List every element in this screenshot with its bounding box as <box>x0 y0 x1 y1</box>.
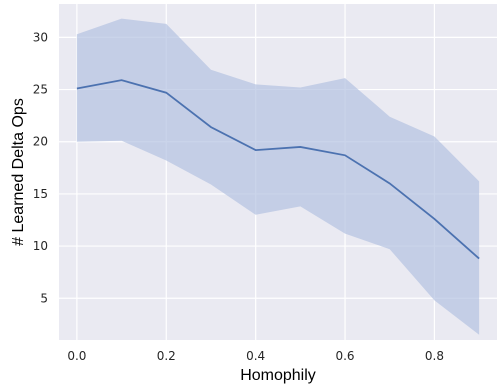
series-line <box>76 79 480 260</box>
x-tick-label: 0.6 <box>335 349 354 363</box>
y-tick-label: 25 <box>33 83 48 97</box>
y-tick-label: 15 <box>33 187 48 201</box>
x-tick-label: 0.0 <box>67 349 86 363</box>
y-tick-label: 30 <box>33 30 48 44</box>
x-tick-label: 0.4 <box>246 349 265 363</box>
x-tick-label: 0.2 <box>157 349 176 363</box>
y-axis-label: # Learned Delta Ops <box>10 98 27 246</box>
y-axis-ticks: 5 10 15 20 25 30 <box>33 30 48 305</box>
y-tick-label: 20 <box>33 135 48 149</box>
y-tick-label: 10 <box>33 239 48 253</box>
x-tick-label: 0.8 <box>425 349 444 363</box>
confidence-band <box>76 18 480 335</box>
x-axis-ticks: 0.0 0.2 0.4 0.6 0.8 <box>67 349 444 363</box>
x-axis-label: Homophily <box>240 367 316 384</box>
y-tick-label: 5 <box>40 291 48 305</box>
